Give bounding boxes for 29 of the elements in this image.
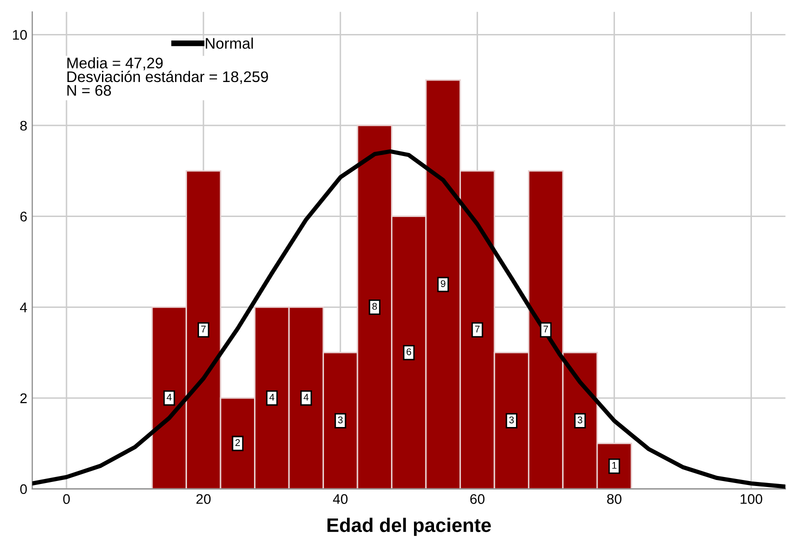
x-tick-label: 100 [740,494,762,504]
x-axis-title: Edad del paciente [327,518,491,536]
data-label: 6 [406,348,412,356]
data-label: 7 [544,326,548,332]
data-label: 7 [475,326,480,332]
y-tick-label: 8 [20,120,27,131]
x-tick-label: 20 [196,494,211,504]
data-label: 3 [509,416,514,424]
data-label: 3 [338,416,343,424]
x-tick-label: 40 [332,494,348,504]
y-tick-label: 0 [20,484,27,494]
data-label: 4 [269,394,274,401]
data-label: 3 [578,416,582,424]
x-tick-label: 80 [607,494,622,504]
data-label: 9 [440,280,446,288]
y-tick-label: 10 [13,30,27,40]
annotation: Media = 47,29 Desviación estándar = 18,259 N = 68 [67,57,268,96]
y-tick-label: 2 [20,393,27,404]
data-label: 4 [166,394,172,401]
data-label: 1 [612,462,616,469]
data-label: 7 [201,326,206,332]
x-tick-label: 0 [63,494,70,504]
legend-label: Normal [206,38,253,49]
data-label: 4 [304,394,309,401]
data-label: 2 [235,439,240,446]
y-tick-label: 6 [20,212,27,222]
y-tick-label: 4 [20,302,27,312]
data-label: 8 [372,302,377,310]
x-tick-label: 60 [470,494,484,504]
